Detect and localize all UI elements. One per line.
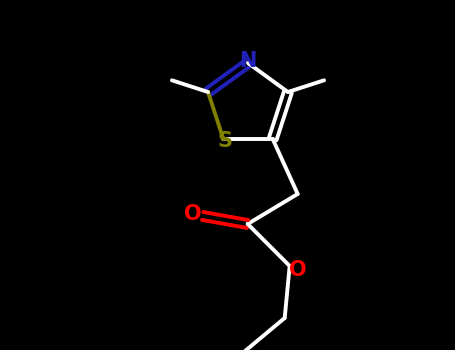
Text: O: O (289, 260, 307, 280)
Text: O: O (184, 204, 202, 224)
Text: S: S (218, 131, 233, 151)
Text: N: N (239, 51, 257, 71)
